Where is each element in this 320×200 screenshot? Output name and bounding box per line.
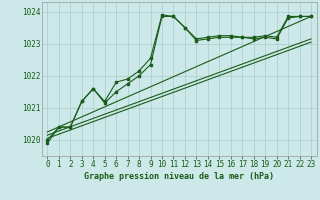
X-axis label: Graphe pression niveau de la mer (hPa): Graphe pression niveau de la mer (hPa) [84, 172, 274, 181]
